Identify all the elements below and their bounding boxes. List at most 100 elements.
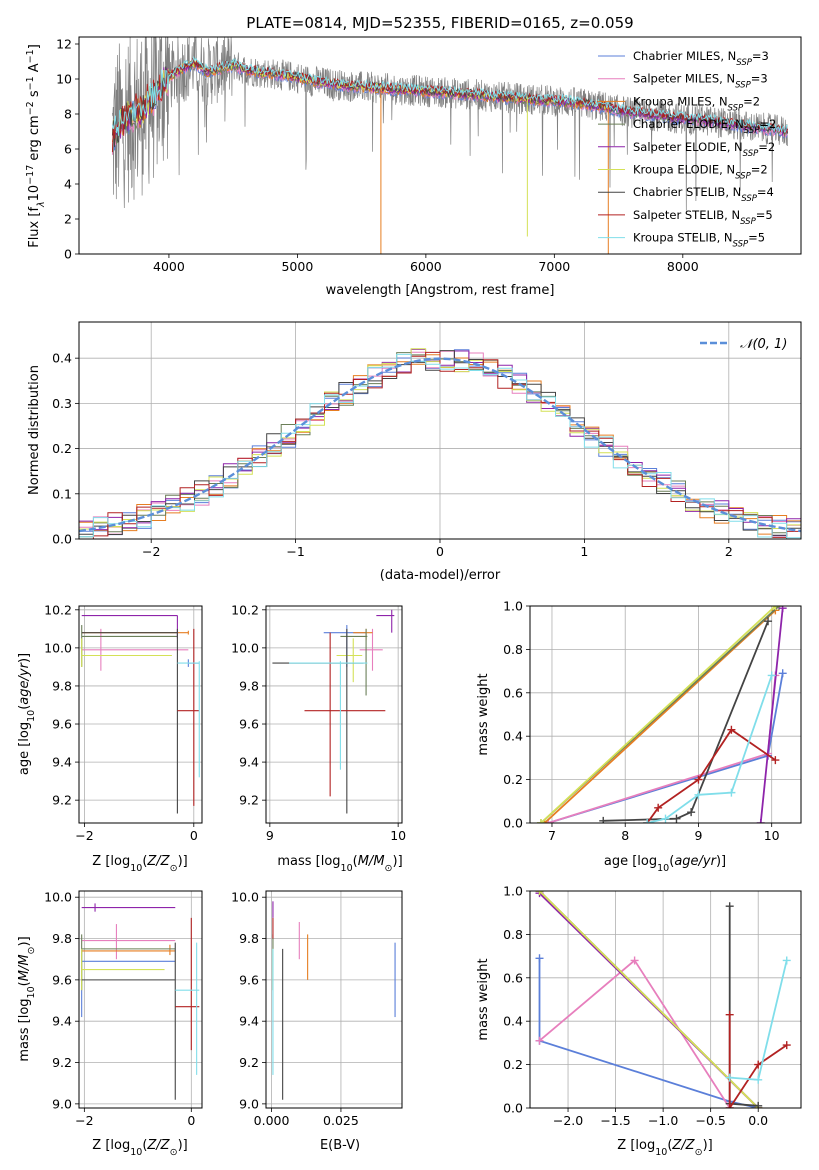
weight-marker-salpeter-stelib — [725, 1104, 734, 1108]
y-tick-label: 0.4 — [503, 1014, 523, 1029]
x-tick-label: 7000 — [538, 259, 570, 274]
y-tick-label: 9.2 — [52, 793, 72, 808]
legend-label: Chabrier ELODIE, NSSP=2 — [633, 117, 776, 136]
weight-line-kroupa-elodie — [538, 891, 759, 1108]
figure-title: PLATE=0814, MJD=52355, FIBERID=0165, z=0… — [246, 14, 633, 32]
y-tick-label: 1.0 — [503, 884, 523, 899]
mass-weight-vs-age-marks — [536, 606, 787, 823]
x-tick-label: 10 — [764, 828, 780, 843]
x-tick-label: −1.5 — [600, 1113, 630, 1128]
x-tick-label: 9 — [694, 828, 702, 843]
legend-label-text: Kroupa MILES, N — [633, 94, 728, 108]
label-part: age/yr — [17, 661, 32, 704]
legend-label-sub: SSP — [735, 81, 751, 91]
legend-label-tail: =2 — [758, 140, 775, 154]
spectrum-marks — [111, 37, 789, 254]
spectrum-y-axis-label: Flux [fλ10−17 erg cm−2 s−1 A−1] — [25, 44, 47, 248]
legend-label-text: Chabrier MILES, N — [633, 49, 736, 63]
x-tick-label: −2.0 — [553, 1113, 583, 1128]
label-part: A — [27, 63, 42, 76]
legend-label-tail: =2 — [743, 94, 760, 108]
label-part: −1 — [25, 49, 36, 63]
weight-marker-chabrier-stelib — [672, 814, 681, 823]
legend-label-sub: SSP — [733, 240, 749, 250]
age-vs-Z-axes: −2 09.29.49.69.810.010.2Z [log10(Z/Z⊙)]ag… — [17, 602, 203, 874]
label-part: −1 — [25, 76, 36, 90]
model-spectrum-kroupa-stelib — [111, 56, 788, 136]
histogram-y-axis-label: Normed distribution — [27, 365, 42, 495]
legend-label-tail: =3 — [751, 72, 768, 86]
x-tick-label: −2 — [142, 544, 160, 559]
axes-frame — [78, 36, 802, 255]
x-tick-label: 7 — [548, 828, 556, 843]
y-tick-label: 9.8 — [239, 931, 259, 946]
label-part: Z [log — [92, 854, 130, 869]
label-part: Z/Z — [671, 1138, 695, 1153]
y-tick-label: 10.2 — [231, 602, 259, 617]
weight-line-kroupa-elodie — [540, 606, 777, 823]
gaussian-legend-label: 𝒩(0, 1) — [740, 337, 787, 352]
label-part: ( — [669, 854, 674, 869]
x-tick-label: 5000 — [281, 259, 313, 274]
y-tick-label: 9.6 — [52, 972, 72, 987]
legend-label: Kroupa MILES, NSSP=2 — [633, 94, 760, 113]
weight-line-salpeter-elodie — [759, 608, 784, 823]
weight-marker-salpeter-stelib — [727, 725, 736, 734]
y-tick-label: 0.8 — [503, 927, 523, 942]
legend-label-tail: =5 — [756, 208, 773, 222]
legend-label: Kroupa ELODIE, NSSP=2 — [633, 163, 768, 182]
weight-z-x-axis-label: Z [log10(Z/Z⊙)] — [617, 1138, 712, 1158]
y-tick-label: 0.6 — [503, 685, 523, 700]
y-tick-label: 9.6 — [239, 717, 259, 732]
y-tick-label: 10.0 — [44, 890, 72, 905]
weight-marker-kroupa-elodie — [536, 819, 545, 823]
y-tick-label: 0.2 — [52, 441, 72, 456]
label-part: )] — [716, 854, 726, 869]
weight-marker-chabrier-miles — [535, 954, 544, 963]
legend-label: Salpeter ELODIE, NSSP=2 — [633, 140, 775, 159]
weight-marker-kroupa-stelib — [782, 956, 791, 965]
legend-label-tail: =5 — [748, 231, 765, 245]
weight-marker-salpeter-stelib — [694, 775, 703, 784]
y-tick-label: 9.8 — [52, 931, 72, 946]
spectrum-x-axis-label: wavelength [Angstrom, rest frame] — [326, 283, 555, 298]
residual-distribution-marks — [79, 348, 801, 539]
y-tick-label: 0.6 — [503, 970, 523, 985]
spectrum-axes: 4000 5000 6000 7000 8000 0 2 4 6 8 10 12 wavelength … — [25, 36, 802, 298]
y-tick-label: 0.2 — [503, 772, 523, 787]
weight-marker-chabrier-stelib — [754, 1101, 763, 1108]
y-tick-label: 0.2 — [503, 1057, 523, 1072]
x-tick-label: 8 — [621, 828, 629, 843]
y-tick-label: 0.4 — [52, 351, 72, 366]
label-part: s — [27, 90, 42, 101]
label-part: )] — [17, 653, 32, 663]
legend-label-sub: SSP — [736, 58, 752, 68]
x-tick-label: 8000 — [667, 259, 699, 274]
y-tick-label: 10.0 — [44, 640, 72, 655]
x-tick-label: 10 — [390, 828, 406, 843]
label-part: ⊙ — [26, 947, 37, 955]
label-part: ( — [17, 705, 32, 710]
label-part: ⊙ — [170, 1147, 178, 1158]
weight-marker-kroupa-stelib — [727, 788, 736, 797]
x-tick-label: −1.0 — [648, 1113, 678, 1128]
weight-marker-salpeter-elodie — [756, 819, 765, 823]
label-part: 10 — [26, 986, 37, 998]
mass-z-y-axis-label: mass [log10(M/M⊙)] — [17, 936, 37, 1061]
y-tick-label: 0.8 — [503, 642, 523, 657]
weight-marker-kroupa-elodie — [771, 606, 780, 610]
weight-marker-kroupa-stelib — [661, 814, 670, 823]
weight-marker-chabrier-stelib — [599, 816, 608, 823]
x-tick-label: 1 — [580, 544, 588, 559]
y-tick-label: 0.0 — [503, 1101, 523, 1116]
mass-ebv-x-axis-label: E(B-V) — [320, 1138, 360, 1153]
label-part: Z/Z — [146, 1138, 170, 1153]
histogram-kroupa-stelib — [79, 353, 801, 539]
axes-frame — [78, 890, 203, 1109]
weight-line-chabrier-miles — [538, 958, 759, 1108]
weight-line-salpeter-stelib — [646, 728, 776, 823]
x-tick-label: 0 — [187, 1113, 195, 1128]
y-tick-label: 10.0 — [231, 890, 259, 905]
x-tick-label: 4000 — [153, 259, 185, 274]
